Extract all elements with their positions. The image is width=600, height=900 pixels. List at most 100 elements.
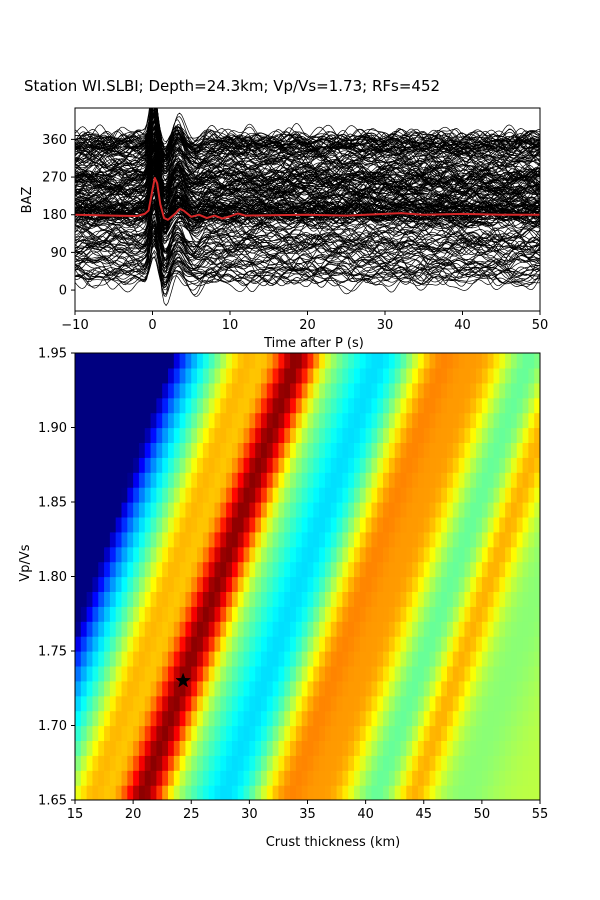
heatmap-cell bbox=[516, 487, 524, 503]
rf-trace bbox=[75, 228, 540, 287]
heatmap-cell bbox=[75, 487, 82, 503]
heatmap-cell bbox=[400, 502, 407, 518]
heatmap-cell bbox=[255, 651, 262, 667]
heatmap-cell bbox=[359, 755, 367, 771]
heatmap-cell bbox=[284, 457, 291, 473]
heatmap-cell bbox=[144, 710, 152, 727]
heatmap-cell bbox=[290, 665, 297, 682]
heatmap-cell bbox=[516, 576, 524, 592]
heatmap-cell bbox=[243, 427, 250, 443]
heatmap-cell bbox=[348, 487, 355, 503]
heatmap-cell bbox=[261, 397, 268, 414]
heatmap-cell bbox=[261, 516, 268, 533]
heatmap-cell bbox=[487, 442, 495, 458]
heatmap-cell bbox=[406, 621, 413, 637]
heatmap-cell bbox=[156, 561, 163, 578]
rf-trace bbox=[75, 152, 540, 198]
heatmap-cell bbox=[336, 382, 343, 399]
heatmap-cell bbox=[231, 770, 239, 786]
heatmap-cell bbox=[388, 636, 396, 652]
top-x-axis-label: Time after P (s) bbox=[263, 336, 364, 351]
heatmap-cell bbox=[383, 621, 390, 637]
heatmap-cell bbox=[365, 457, 373, 473]
heatmap-cell bbox=[284, 412, 291, 429]
heatmap-cell bbox=[150, 487, 157, 503]
heatmap-cell bbox=[197, 755, 204, 771]
heatmap-cell bbox=[127, 591, 134, 607]
heatmap-cell bbox=[197, 427, 204, 443]
heatmap-cell bbox=[266, 353, 274, 369]
heatmap-cell bbox=[522, 457, 529, 473]
heatmap-cell bbox=[98, 785, 105, 800]
heatmap-cell bbox=[75, 516, 82, 533]
heatmap-cell bbox=[476, 457, 483, 473]
heatmap-cell bbox=[261, 710, 268, 727]
heatmap-cell bbox=[383, 472, 390, 488]
heatmap-cell bbox=[464, 636, 471, 652]
heatmap-cell bbox=[121, 606, 128, 622]
heatmap-cell bbox=[476, 472, 483, 488]
heatmap-cell bbox=[220, 695, 227, 712]
heatmap-cell bbox=[75, 636, 82, 652]
heatmap-cell bbox=[383, 367, 390, 384]
heatmap-cell bbox=[330, 651, 338, 667]
heatmap-cell bbox=[330, 740, 338, 756]
heatmap-cell bbox=[284, 487, 291, 503]
heatmap-cell bbox=[75, 442, 82, 458]
heatmap-cell bbox=[394, 487, 402, 503]
heatmap-cell bbox=[173, 725, 181, 741]
heatmap-cell bbox=[92, 665, 99, 682]
heatmap-cell bbox=[115, 576, 123, 592]
heatmap-cell bbox=[133, 651, 140, 667]
heatmap-cell bbox=[441, 353, 448, 369]
heatmap-cell bbox=[348, 636, 355, 652]
heatmap-cell bbox=[208, 472, 216, 488]
heatmap-cell bbox=[202, 442, 210, 458]
heatmap-cell bbox=[86, 710, 94, 727]
heatmap-cell bbox=[324, 502, 332, 518]
heatmap-cell bbox=[528, 680, 535, 697]
heatmap-cell bbox=[115, 695, 123, 712]
heatmap-cell bbox=[301, 665, 309, 682]
heatmap-cell bbox=[290, 442, 297, 458]
heatmap-cell bbox=[406, 367, 413, 384]
heatmap-cell bbox=[179, 531, 187, 548]
stacked-rf-line bbox=[75, 176, 540, 221]
heatmap-cell bbox=[487, 725, 495, 741]
heatmap-cell bbox=[202, 651, 210, 667]
heatmap-cell bbox=[220, 621, 227, 637]
heatmap-cell bbox=[336, 740, 343, 756]
heatmap-cell bbox=[452, 680, 460, 697]
heatmap-cell bbox=[505, 382, 512, 399]
heatmap-cell bbox=[197, 442, 204, 458]
heatmap-cell bbox=[226, 665, 233, 682]
heatmap-cell bbox=[516, 502, 524, 518]
heatmap-cell bbox=[191, 412, 198, 429]
heatmap-cell bbox=[505, 546, 512, 563]
heatmap-cell bbox=[226, 785, 233, 800]
heatmap-cell bbox=[452, 725, 460, 741]
heatmap-cell bbox=[319, 546, 326, 563]
heatmap-cell bbox=[423, 531, 431, 548]
heatmap-cell bbox=[104, 755, 111, 771]
heatmap-cell bbox=[371, 397, 378, 414]
heatmap-cell bbox=[290, 382, 297, 399]
heatmap-cell bbox=[202, 502, 210, 518]
heatmap-cell bbox=[464, 412, 471, 429]
top-y-tick-label: 90 bbox=[50, 246, 67, 261]
heatmap-cell bbox=[481, 576, 489, 592]
heatmap-cell bbox=[412, 412, 419, 429]
heatmap-cell bbox=[342, 353, 349, 369]
heatmap-cell bbox=[423, 457, 431, 473]
heatmap-cell bbox=[447, 576, 454, 592]
heatmap-cell bbox=[423, 367, 431, 384]
heatmap-cell bbox=[336, 546, 343, 563]
heatmap-cell bbox=[458, 546, 466, 563]
heatmap-cell bbox=[423, 502, 431, 518]
heatmap-cell bbox=[342, 531, 349, 548]
heatmap-cell bbox=[412, 665, 419, 682]
heatmap-cell bbox=[307, 531, 314, 548]
heatmap-cell bbox=[417, 531, 425, 548]
heatmap-cell bbox=[476, 502, 483, 518]
heatmap-cell bbox=[80, 651, 88, 667]
